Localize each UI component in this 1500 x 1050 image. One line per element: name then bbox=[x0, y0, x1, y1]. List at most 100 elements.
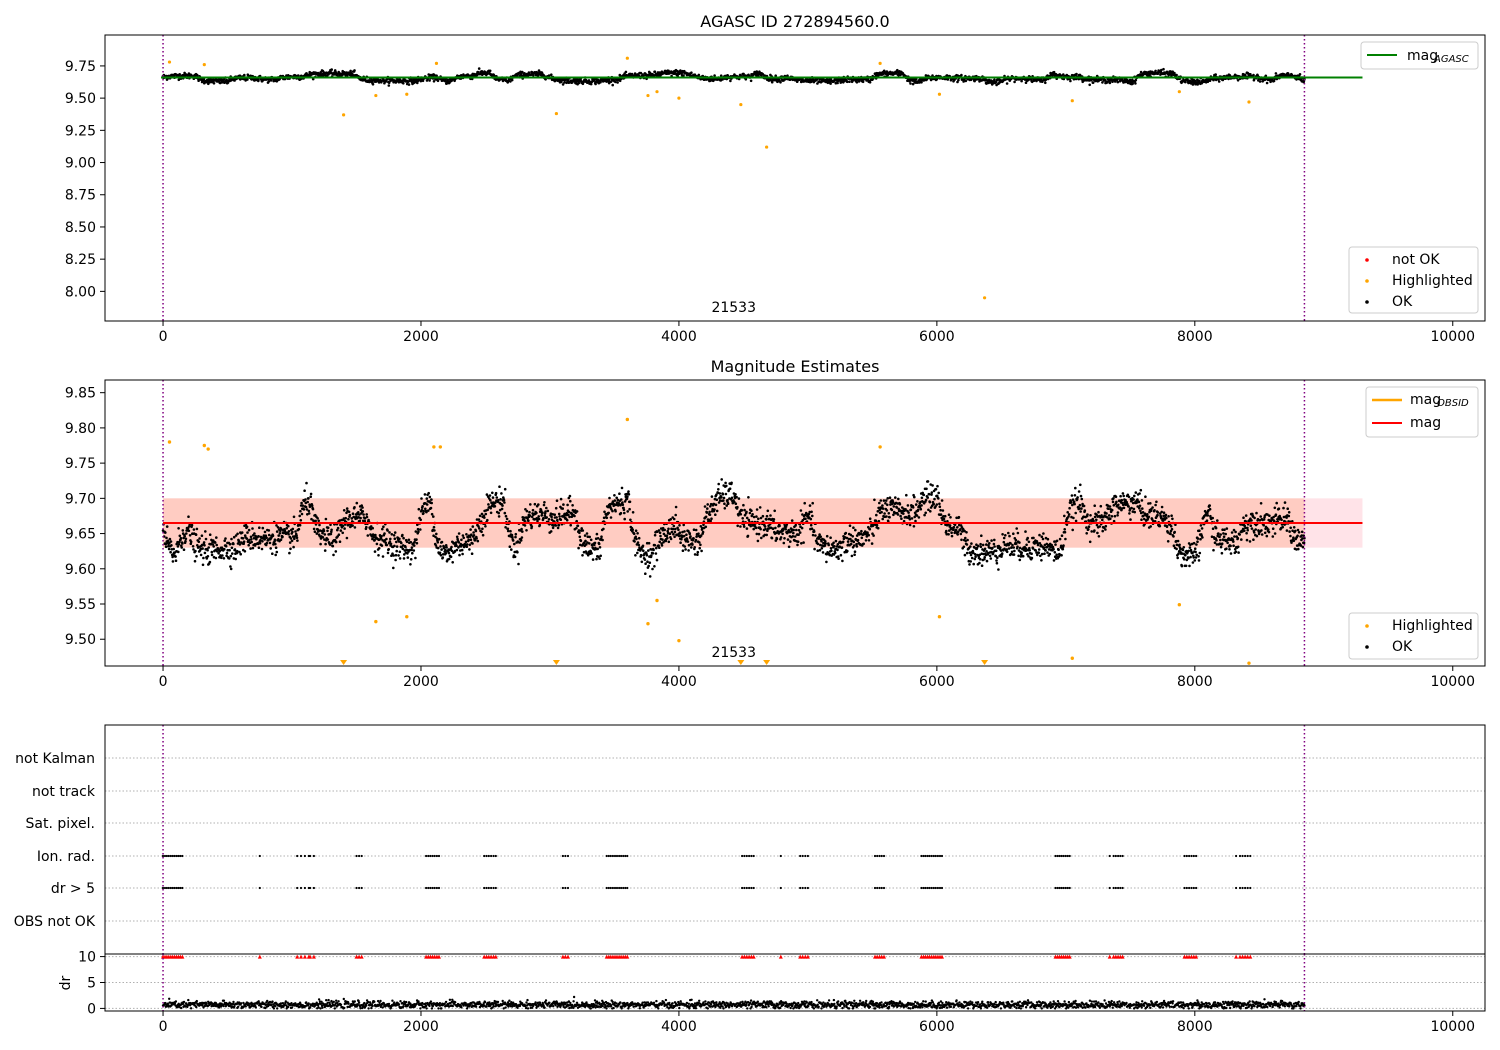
ok-point bbox=[260, 547, 264, 551]
y-axis-ticks-agasc: 8.008.258.508.759.009.259.509.75 bbox=[65, 59, 105, 300]
ok-point bbox=[695, 535, 698, 538]
legend-label-highlighted: Highlighted bbox=[1392, 273, 1473, 289]
ok-point bbox=[923, 513, 926, 517]
ok-point bbox=[550, 73, 553, 76]
ok-point bbox=[489, 511, 493, 515]
ok-point bbox=[699, 543, 702, 547]
ok-point bbox=[242, 540, 246, 543]
ok-point bbox=[559, 497, 563, 501]
ok-point bbox=[935, 503, 939, 506]
ok-point bbox=[1011, 543, 1014, 547]
ok-point bbox=[213, 541, 217, 544]
ok-point bbox=[513, 542, 516, 546]
ok-point bbox=[723, 502, 726, 506]
ok-point bbox=[985, 559, 989, 563]
ok-point bbox=[882, 499, 886, 502]
ok-point bbox=[636, 541, 640, 544]
ok-point bbox=[799, 509, 803, 512]
ok-point bbox=[994, 549, 998, 553]
ok-point bbox=[804, 517, 807, 521]
ok-point bbox=[829, 82, 832, 85]
ok-point bbox=[855, 542, 858, 546]
ok-point bbox=[232, 542, 235, 546]
ok-point bbox=[225, 551, 229, 555]
ok-point bbox=[503, 511, 507, 515]
ok-point bbox=[926, 480, 930, 483]
y-tick-label: 9.25 bbox=[65, 123, 96, 139]
ok-point bbox=[696, 553, 699, 556]
ok-point bbox=[241, 537, 245, 540]
legend-subscript-agasc: AGASC bbox=[1433, 54, 1469, 65]
ok-point bbox=[385, 543, 389, 547]
ok-point bbox=[562, 503, 565, 506]
ok-point bbox=[856, 538, 860, 542]
ok-point bbox=[1018, 546, 1022, 550]
ok-point bbox=[229, 554, 233, 558]
ok-point bbox=[445, 546, 448, 549]
ok-point bbox=[1069, 79, 1072, 83]
ok-point bbox=[561, 507, 564, 510]
ok-point bbox=[598, 546, 602, 549]
ok-point bbox=[743, 508, 746, 512]
ok-point bbox=[243, 73, 246, 77]
ok-point bbox=[983, 547, 987, 551]
ok-point bbox=[909, 508, 913, 512]
ok-point bbox=[602, 527, 605, 531]
ok-point bbox=[836, 548, 839, 552]
ok-point bbox=[596, 537, 600, 540]
ok-point bbox=[913, 515, 916, 519]
ok-point bbox=[568, 494, 572, 498]
ok-point bbox=[406, 556, 410, 559]
ok-point bbox=[769, 514, 772, 517]
ok-point bbox=[706, 507, 709, 510]
ok-point bbox=[566, 503, 569, 507]
ok-point bbox=[665, 534, 669, 537]
ok-point bbox=[392, 534, 396, 537]
ok-point bbox=[1002, 536, 1006, 540]
ok-point bbox=[588, 542, 591, 545]
ok-point bbox=[761, 514, 765, 518]
ok-point bbox=[478, 514, 482, 518]
ok-point bbox=[311, 507, 315, 511]
ok-point bbox=[642, 74, 645, 78]
ok-point bbox=[196, 74, 199, 77]
ok-point bbox=[760, 536, 763, 540]
ok-point bbox=[465, 543, 469, 546]
ok-point bbox=[818, 548, 822, 552]
ok-point bbox=[590, 552, 593, 555]
legend-marker-not-ok bbox=[1365, 258, 1369, 262]
ok-point bbox=[837, 557, 840, 560]
ok-point bbox=[887, 512, 891, 515]
ok-point bbox=[450, 545, 453, 549]
ok-point bbox=[1214, 73, 1217, 76]
ok-point bbox=[647, 549, 650, 552]
ok-point bbox=[204, 537, 208, 541]
ok-point bbox=[542, 516, 545, 520]
ok-point bbox=[1012, 546, 1015, 549]
ok-point bbox=[672, 517, 676, 521]
ok-point bbox=[969, 560, 972, 563]
ok-point bbox=[809, 523, 813, 527]
ok-point bbox=[436, 546, 440, 550]
ok-point bbox=[250, 538, 253, 541]
ok-point bbox=[315, 532, 319, 535]
ok-point bbox=[621, 501, 624, 504]
ok-point bbox=[546, 509, 550, 513]
ok-point bbox=[257, 535, 260, 538]
ok-point bbox=[886, 497, 889, 500]
ok-point bbox=[659, 534, 662, 538]
ok-point bbox=[624, 70, 628, 74]
ok-point bbox=[672, 532, 675, 536]
ok-point bbox=[696, 550, 700, 554]
ok-point bbox=[950, 534, 954, 538]
ok-point bbox=[533, 502, 537, 506]
legend-label-not-ok: not OK bbox=[1392, 252, 1440, 268]
ok-point bbox=[1005, 82, 1009, 85]
ok-point bbox=[667, 527, 670, 531]
ok-point bbox=[706, 503, 709, 506]
ok-point bbox=[510, 78, 514, 82]
highlighted-point bbox=[405, 92, 409, 96]
ok-point bbox=[415, 541, 419, 545]
ok-point bbox=[916, 500, 919, 503]
ok-point bbox=[404, 545, 407, 549]
